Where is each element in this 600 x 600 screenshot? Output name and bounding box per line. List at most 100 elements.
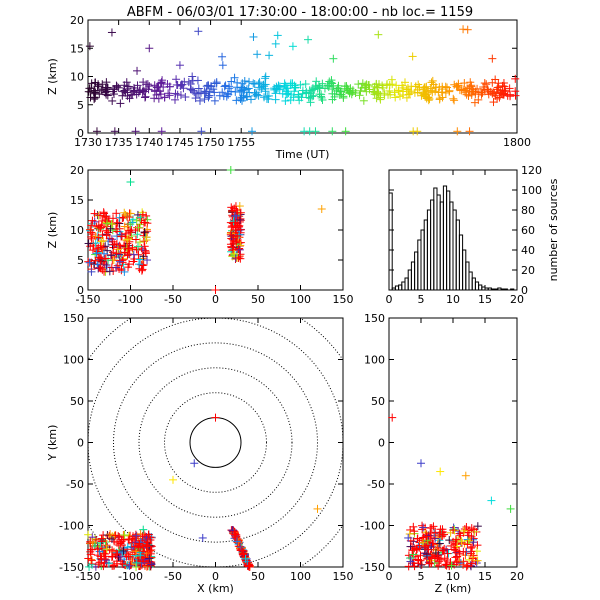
source-point (95, 558, 104, 567)
source-point (114, 83, 123, 92)
source-point (140, 228, 149, 237)
source-point (191, 94, 200, 103)
source-point (467, 524, 476, 533)
source-point (453, 127, 462, 136)
source-point (480, 79, 489, 88)
source-point (171, 89, 180, 98)
source-point (141, 93, 150, 102)
source-point (126, 228, 135, 237)
source-point (112, 263, 121, 272)
source-point (235, 202, 244, 211)
source-point (280, 79, 289, 88)
source-point (417, 91, 426, 100)
source-point (308, 84, 317, 93)
source-point (463, 25, 472, 34)
source-point (235, 245, 244, 254)
source-point (301, 80, 310, 89)
source-point (110, 127, 119, 136)
source-point (419, 523, 428, 532)
source-point (107, 219, 116, 228)
source-point (466, 544, 475, 553)
source-point (101, 215, 110, 224)
source-point (473, 84, 482, 93)
source-point (459, 560, 468, 569)
range-ring (88, 318, 343, 567)
source-point (247, 127, 256, 136)
source-point (469, 538, 478, 547)
source-point (87, 234, 96, 243)
source-point (136, 543, 145, 552)
source-point (227, 223, 236, 232)
x-tick-label: 15 (478, 293, 492, 306)
source-point (111, 531, 120, 540)
x-tick-label: -150 (76, 293, 101, 306)
source-point (461, 471, 470, 480)
source-point (200, 95, 209, 104)
source-point (469, 525, 478, 534)
source-point (230, 249, 239, 258)
source-point (156, 79, 165, 88)
source-point (150, 86, 159, 95)
source-point (165, 91, 174, 100)
source-point (435, 529, 444, 538)
source-point (511, 74, 520, 83)
source-point (210, 96, 219, 105)
source-point (195, 96, 204, 105)
source-point (255, 78, 264, 87)
source-point (467, 559, 476, 568)
source-point (388, 413, 397, 422)
source-point (188, 76, 197, 85)
source-point (451, 553, 460, 562)
source-point (188, 86, 197, 95)
source-point (362, 87, 371, 96)
source-point (233, 83, 242, 92)
source-point (394, 86, 403, 95)
source-point (172, 80, 181, 89)
source-point (125, 561, 134, 570)
source-point (87, 556, 96, 565)
source-point (435, 557, 444, 566)
source-point (451, 546, 460, 555)
source-point (241, 554, 250, 563)
y-tick-label: 150 (364, 312, 385, 325)
source-point (452, 558, 461, 567)
source-point (136, 255, 145, 264)
source-point (482, 80, 491, 89)
source-point (112, 249, 121, 258)
source-point (134, 88, 143, 97)
source-point (429, 522, 438, 531)
source-point (428, 88, 437, 97)
source-point (186, 79, 195, 88)
source-point (323, 81, 332, 90)
source-point (194, 27, 203, 36)
figure-title: ABFM - 06/03/01 17:30:00 - 18:00:00 - nb… (127, 5, 473, 20)
source-point (97, 237, 106, 246)
source-point (94, 560, 103, 569)
source-point (204, 81, 213, 90)
y-tick-label: 20 (521, 264, 535, 277)
source-point (291, 83, 300, 92)
source-point (163, 80, 172, 89)
source-point (116, 230, 125, 239)
source-point (110, 85, 119, 94)
source-point (402, 93, 411, 102)
source-point (154, 94, 163, 103)
source-point (261, 84, 270, 93)
source-point (125, 234, 134, 243)
source-point (172, 75, 181, 84)
source-point (139, 525, 148, 534)
y-tick-label: 100 (364, 354, 385, 367)
source-point (98, 265, 107, 274)
source-point (298, 86, 307, 95)
y-tick-label: 0 (521, 284, 528, 297)
source-point (134, 223, 143, 232)
y-tick-label: 20 (70, 14, 84, 27)
source-point (230, 73, 239, 82)
source-point (282, 90, 291, 99)
source-point (86, 545, 95, 554)
source-point (305, 127, 314, 136)
source-point (98, 85, 107, 94)
source-point (132, 531, 141, 540)
source-point (468, 542, 477, 551)
source-point (245, 561, 254, 570)
